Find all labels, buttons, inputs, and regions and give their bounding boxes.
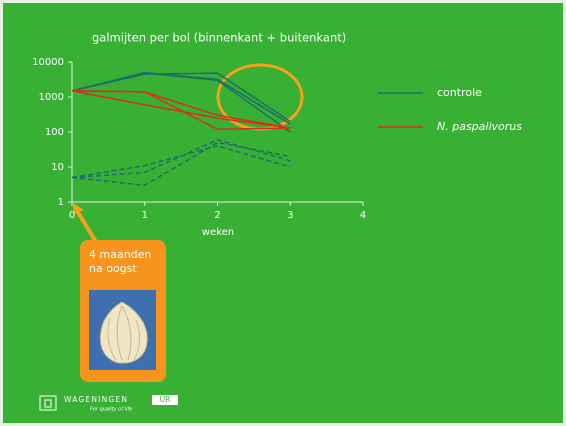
data-line [71, 138, 291, 179]
legend-label: controle [437, 86, 482, 99]
x-tick-label: 4 [360, 210, 366, 221]
y-tick-label: 10 [51, 162, 64, 173]
data-line [71, 141, 291, 187]
x-tick-label: 2 [214, 210, 220, 221]
data-line [71, 90, 291, 129]
bulb-photo [89, 290, 156, 370]
y-tick-label: 10000 [32, 57, 64, 68]
logo-badge-text: UR [160, 395, 171, 404]
callout-text: na oogst [89, 262, 137, 275]
logo: WAGENINGEN UR For quality of life [39, 395, 178, 413]
x-tick-label: 3 [287, 210, 293, 221]
data-line [71, 72, 291, 133]
data-line [71, 90, 291, 129]
logo-icon [39, 395, 57, 411]
x-axis-label: weken [202, 227, 234, 238]
x-tick-label: 0 [69, 210, 75, 221]
callout-arrow [74, 207, 98, 244]
logo-tagline: For quality of life [90, 407, 132, 413]
callout-arrowhead [73, 203, 84, 214]
y-tick-label: 100 [45, 127, 64, 138]
chart-title: galmijten per bol (binnenkant + buitenka… [92, 31, 346, 45]
y-tick-label: 1000 [39, 92, 64, 103]
legend-label: N. paspalivorus [437, 120, 522, 133]
logo-icon [44, 399, 52, 408]
logo-name: WAGENINGEN [64, 395, 128, 404]
x-tick-label: 1 [142, 210, 148, 221]
callout-text: 4 maanden [89, 248, 151, 261]
logo-badge [152, 395, 178, 405]
data-line [71, 145, 291, 179]
y-tick-label: 1 [58, 197, 64, 208]
